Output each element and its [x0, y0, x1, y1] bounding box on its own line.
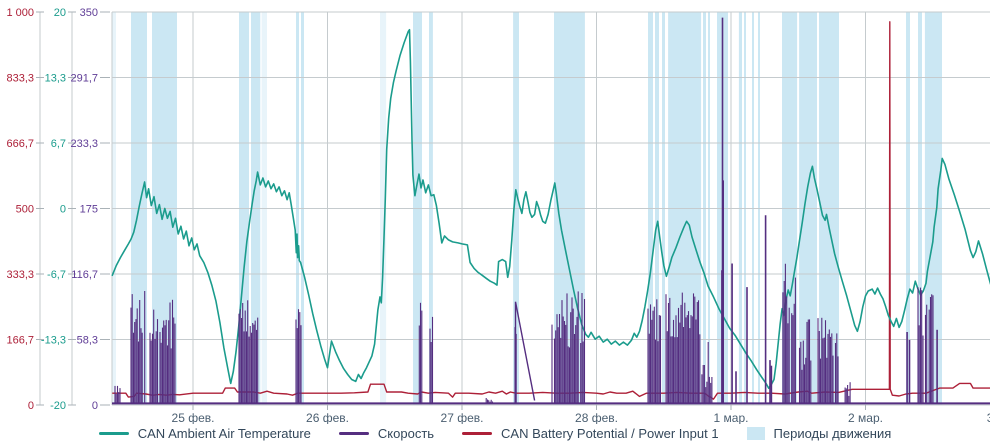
- x-tick-label: 27 фев.: [441, 411, 484, 424]
- temperature-line-swatch: [98, 431, 129, 435]
- y-tick-label-battery: 166,7: [6, 335, 34, 347]
- y-tick-label-battery: 666,7: [6, 138, 34, 150]
- speed-line-swatch: [338, 431, 369, 435]
- x-tick-label: 28 фев.: [575, 411, 618, 424]
- x-tick-label: 2 мар.: [848, 411, 883, 424]
- battery-line-swatch: [462, 431, 493, 435]
- y-tick-label-battery: 833,3: [6, 73, 34, 85]
- y-tick-label-speed: 233,3: [70, 138, 98, 150]
- series-battery-line: [112, 21, 990, 400]
- y-tick-label-temperature: -20: [50, 400, 66, 412]
- legend-item-battery[interactable]: CAN Battery Potential / Power Input 1: [462, 426, 719, 441]
- legend-label-battery: CAN Battery Potential / Power Input 1: [501, 425, 719, 441]
- legend-label-temperature: CAN Ambient Air Temperature: [137, 425, 311, 441]
- y-tick-label-speed: 175: [80, 204, 98, 216]
- y-tick-label-speed: 291,7: [70, 73, 98, 85]
- y-tick-label-speed: 116,7: [71, 269, 98, 281]
- legend-label-movement-periods: Периоды движения: [773, 425, 892, 441]
- y-tick-label-speed: 0: [92, 400, 98, 412]
- legend-item-temperature[interactable]: CAN Ambient Air Temperature: [98, 425, 311, 441]
- timeseries-chart-plot[interactable]: 0 166,7 333,3 500 666,7 833,3 1 000 -20 -13,3 -6,…: [0, 0, 990, 424]
- y-tick-label-battery: 500: [16, 204, 34, 216]
- legend-label-speed: Скорость: [377, 425, 435, 441]
- y-tick-label-temperature: -13,3: [41, 335, 66, 347]
- x-tick-label: 1 мар.: [714, 411, 749, 424]
- y-tick-label-temperature: 20: [54, 7, 66, 19]
- x-tick-label: 25 фев.: [172, 411, 215, 424]
- y-tick-label-temperature: 0: [60, 204, 66, 216]
- y-tick-label-speed: 350: [80, 7, 98, 19]
- y-tick-label-temperature: -6,7: [47, 269, 66, 281]
- movement-periods-swatch: [746, 426, 765, 440]
- x-tick-label-partial: 3: [987, 411, 990, 424]
- y-tick-label-temperature: 13,3: [45, 73, 66, 85]
- y-tick-label-battery: 1 000: [6, 7, 34, 19]
- chart-legend: CAN Ambient Air Temperature Скорость CAN…: [0, 423, 990, 443]
- legend-item-movement-periods[interactable]: Периоды движения: [746, 425, 892, 441]
- y-tick-label-temperature: 6,7: [51, 138, 66, 150]
- series-temperature-line: [111, 28, 990, 390]
- series-speed-ramp: [514, 301, 536, 404]
- y-tick-label-battery: 0: [28, 400, 34, 412]
- x-tick-label: 26 фев.: [306, 411, 349, 424]
- legend-item-speed[interactable]: Скорость: [338, 425, 435, 441]
- y-tick-label-speed: 58,3: [77, 335, 98, 347]
- y-tick-label-battery: 333,3: [6, 269, 34, 281]
